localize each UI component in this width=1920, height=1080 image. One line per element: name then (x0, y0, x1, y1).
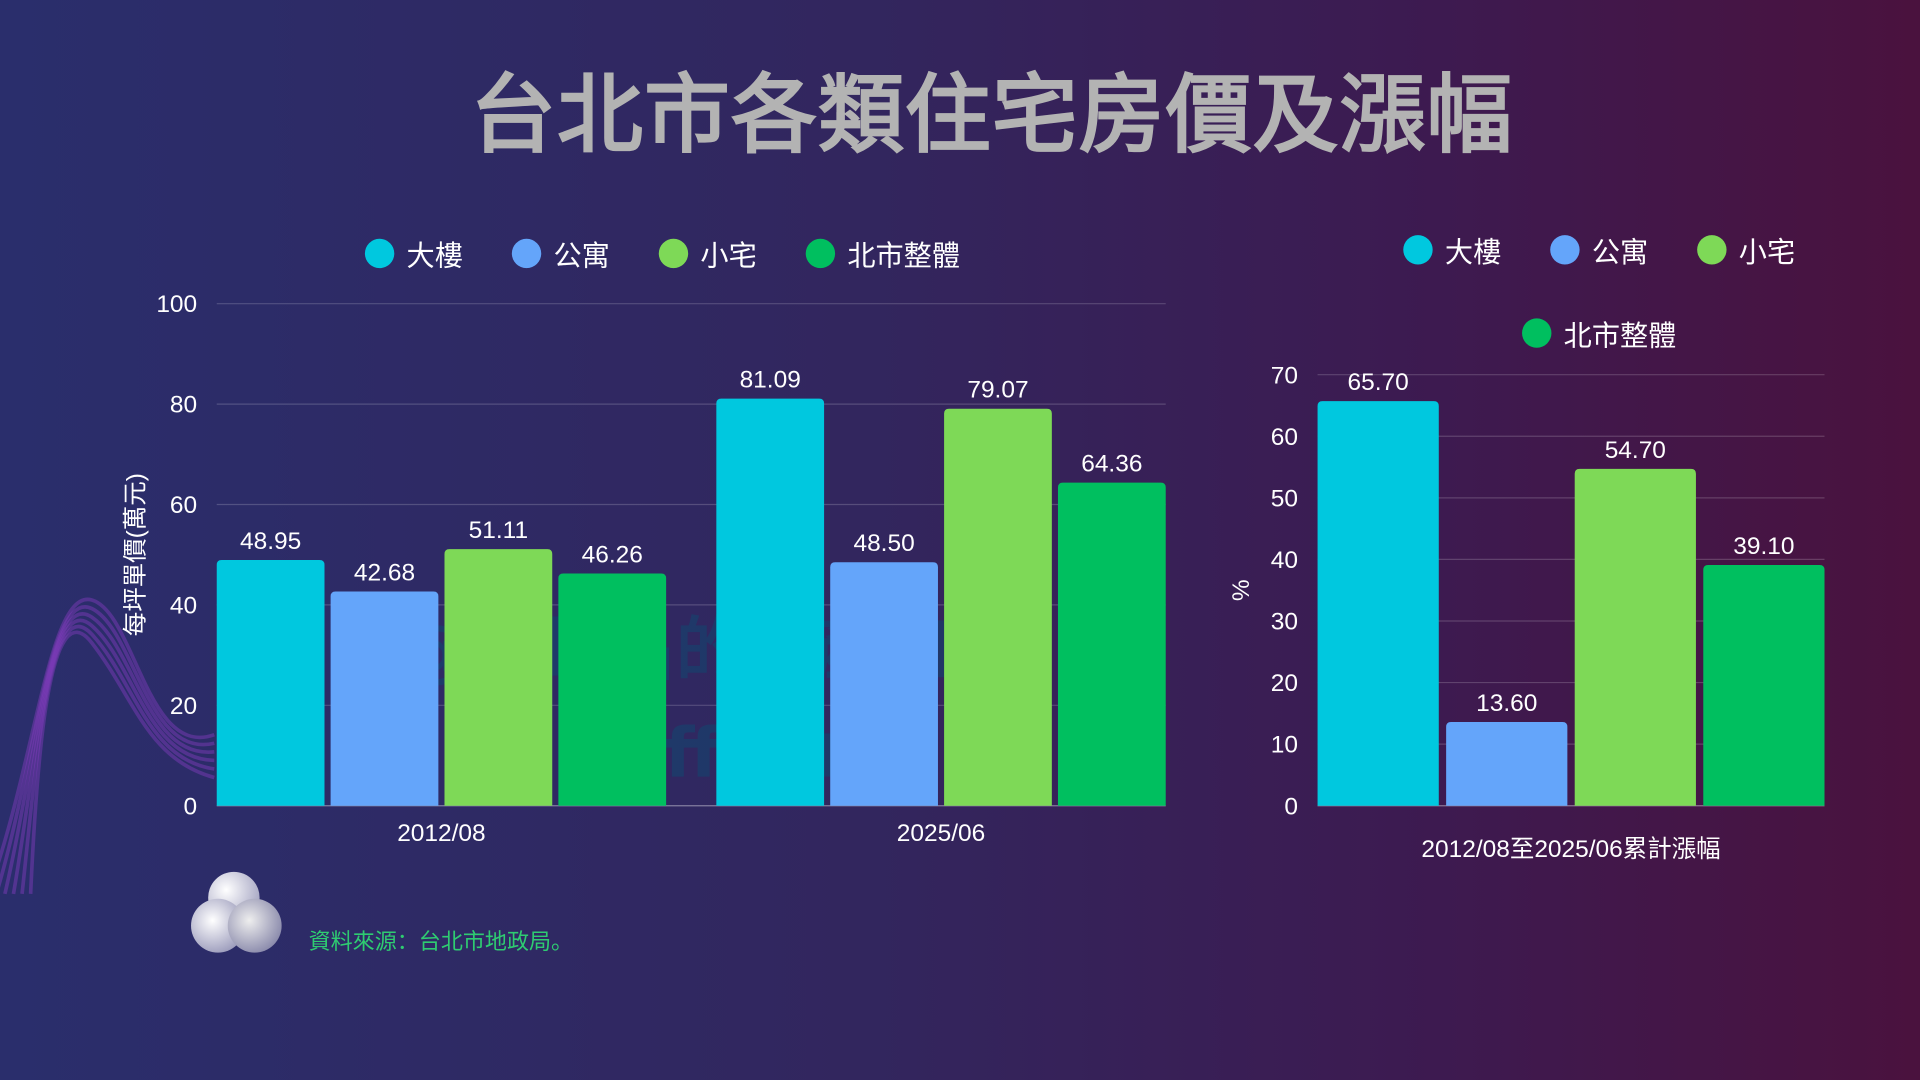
data-label: 13.60 (1476, 690, 1537, 717)
wave-line (20, 624, 215, 895)
legend-swatch-icon (1550, 235, 1580, 265)
bar[interactable] (716, 398, 825, 806)
y-tick-label: 30 (1271, 609, 1298, 636)
x-tick-label: 2012/08至2025/06累計漲幅 (1421, 835, 1720, 863)
y-tick-label: 60 (1271, 424, 1298, 451)
legend-label: 大樓 (1444, 237, 1502, 270)
y-tick-label: 70 (1271, 362, 1298, 389)
y-tick-label: 20 (170, 693, 197, 720)
bar[interactable] (330, 591, 439, 806)
bar[interactable] (1703, 564, 1825, 806)
wave-line (28, 630, 215, 894)
wave-line (0, 597, 215, 864)
y-tick-label: 0 (1284, 793, 1298, 820)
bar[interactable] (216, 559, 325, 806)
data-label: 64.36 (1081, 451, 1142, 478)
bar[interactable] (944, 408, 1052, 806)
legend-swatch-icon (658, 238, 689, 269)
x-tick-label: 2012/08 (397, 820, 485, 847)
legend-item[interactable]: 公寓 (511, 233, 610, 275)
bar[interactable] (558, 573, 667, 806)
data-label: 46.26 (582, 541, 643, 568)
legend-swatch-icon (1522, 318, 1552, 348)
legend-label: 公寓 (553, 241, 610, 274)
data-label: 51.11 (469, 517, 528, 544)
y-axis-title: 每坪單價(萬元) (121, 473, 149, 636)
data-label: 48.50 (853, 530, 914, 557)
legend-item[interactable]: 公寓 (1550, 229, 1648, 271)
data-label: 39.10 (1733, 533, 1794, 560)
bar[interactable] (1317, 401, 1439, 806)
legend-item[interactable]: 北市整體 (805, 233, 961, 275)
legend-label: 小宅 (700, 241, 757, 274)
legend-swatch-icon (1403, 235, 1433, 265)
y-tick-label: 40 (170, 592, 197, 619)
y-tick-label: 80 (170, 392, 197, 419)
legend-swatch-icon (511, 238, 542, 269)
y-tick-label: 60 (170, 492, 197, 519)
data-label: 81.09 (740, 367, 801, 394)
y-tick-label: 20 (1271, 670, 1298, 697)
bar[interactable] (1057, 482, 1166, 806)
right-chart-legend: 大樓 公寓 小宅北市整體 (1354, 229, 1844, 354)
x-tick-label: 2025/06 (897, 820, 985, 847)
wave-line (0, 605, 215, 888)
legend-label: 北市整體 (1563, 320, 1677, 353)
bar[interactable] (1446, 721, 1568, 806)
y-tick-label: 40 (1271, 547, 1298, 574)
legend-label: 小宅 (1738, 237, 1796, 270)
source-note: 資料來源：台北市地政局。 (308, 929, 574, 956)
wave-line (3, 612, 215, 895)
bar[interactable] (830, 562, 938, 806)
logo-icon (191, 871, 282, 955)
bar[interactable] (444, 549, 553, 806)
legend-swatch-icon (364, 238, 395, 269)
legend-item[interactable]: 小宅 (658, 233, 757, 275)
data-label: 65.70 (1348, 369, 1409, 396)
legend-swatch-icon (805, 238, 836, 269)
wave-line (11, 618, 215, 895)
legend-item[interactable]: 北市整體 (1522, 312, 1676, 354)
data-label: 54.70 (1605, 437, 1666, 464)
left-chart-legend: 大樓 公寓 小宅 北市整體 (364, 233, 961, 275)
legend-swatch-icon (1697, 235, 1727, 265)
data-label: 79.07 (967, 377, 1028, 404)
y-tick-label: 10 (1271, 732, 1298, 759)
legend-label: 北市整體 (847, 241, 961, 274)
wave-decoration (0, 597, 215, 895)
page-title: 台北市各類住宅房價及漲幅 (470, 64, 1514, 166)
legend-item[interactable]: 大樓 (364, 233, 463, 275)
legend-label: 大樓 (406, 241, 463, 274)
data-label: 48.95 (240, 528, 301, 555)
y-axis-title: % (1228, 579, 1255, 601)
legend-item[interactable]: 小宅 (1697, 229, 1795, 271)
data-label: 42.68 (354, 559, 415, 586)
legend-label: 公寓 (1591, 237, 1649, 270)
bar[interactable] (1574, 468, 1696, 806)
y-tick-label: 100 (156, 291, 197, 318)
legend-item[interactable]: 大樓 (1403, 229, 1501, 271)
y-tick-label: 50 (1271, 485, 1298, 512)
y-tick-label: 0 (184, 793, 198, 820)
